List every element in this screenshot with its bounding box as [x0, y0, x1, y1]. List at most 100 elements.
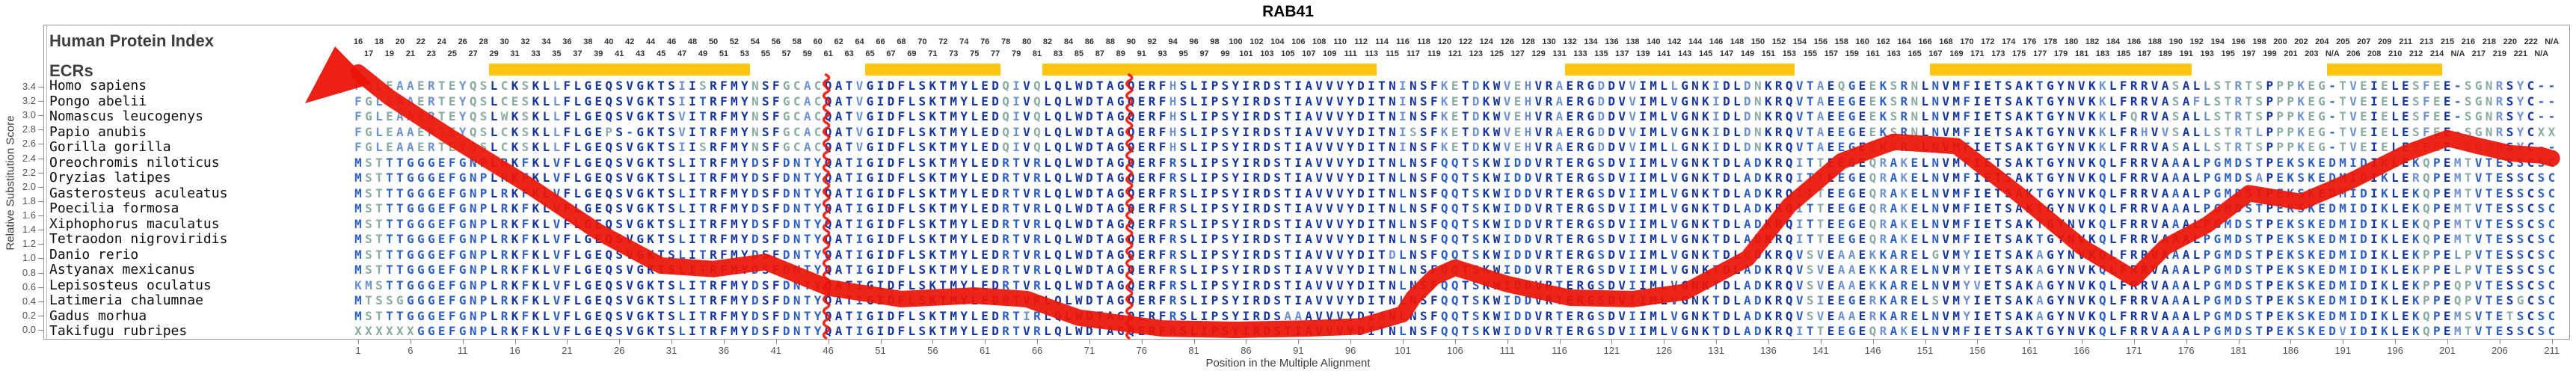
residue: P: [2203, 232, 2211, 246]
residue: K: [2098, 94, 2106, 108]
residue: Y: [2057, 324, 2065, 338]
residue: K: [647, 293, 654, 307]
ecr-bar[interactable]: [1042, 64, 1377, 76]
residue: T: [386, 308, 393, 323]
residue: P: [1211, 201, 1219, 215]
residue: L: [1660, 293, 1667, 307]
residue: L: [490, 124, 498, 139]
residue: N: [793, 171, 801, 185]
residue: Q: [824, 232, 832, 246]
residue: K: [1702, 293, 1709, 307]
residue: N: [751, 79, 759, 93]
ecr-bar[interactable]: [488, 64, 750, 76]
residue: Q: [1440, 171, 1448, 185]
residue: K: [2088, 94, 2096, 108]
residue: L: [971, 79, 978, 93]
residue: T: [1994, 124, 2002, 139]
residue: R: [2140, 216, 2148, 231]
residue: Q: [1002, 140, 1009, 154]
residue: L: [1660, 109, 1667, 123]
ecr-bar[interactable]: [864, 64, 1001, 76]
residue: E: [594, 308, 603, 323]
residue: Q: [1127, 308, 1135, 323]
residue: V: [626, 109, 633, 123]
residue: T: [845, 186, 853, 200]
residue: R: [1252, 140, 1261, 154]
residue: Y: [2057, 232, 2065, 246]
ecr-bar[interactable]: [1564, 64, 1795, 76]
residue: T: [845, 324, 853, 338]
residue: R: [1252, 216, 1261, 231]
residue: F: [2119, 324, 2127, 338]
residue: R: [2234, 109, 2243, 123]
ecr-bar[interactable]: [1930, 64, 2192, 76]
residue: T: [1284, 263, 1292, 277]
residue: K: [511, 247, 519, 262]
residue: F: [1158, 201, 1166, 215]
residue: K: [2287, 293, 2295, 307]
residue: E: [2443, 186, 2451, 200]
residue: N: [1691, 324, 1699, 338]
residue: A: [1848, 263, 1856, 277]
human-protein-index-number: 111: [1344, 49, 1357, 58]
residue: F: [2119, 278, 2127, 292]
residue: P: [2266, 293, 2274, 307]
residue: S: [2245, 324, 2253, 338]
y-tick-label: 0.8: [22, 266, 36, 278]
residue: E: [1827, 79, 1835, 93]
residue: R: [1002, 155, 1009, 170]
residue: G: [2474, 94, 2483, 108]
residue: L: [1733, 201, 1741, 215]
residue: S: [2213, 79, 2222, 93]
residue: Q: [1440, 324, 1448, 338]
residue: N: [2485, 140, 2493, 154]
residue: L: [2203, 109, 2211, 123]
residue: E: [1869, 124, 1877, 139]
residue: Q: [1127, 201, 1135, 215]
residue: F: [1158, 216, 1166, 231]
residue: E: [1827, 186, 1835, 200]
residue: S: [2506, 247, 2514, 262]
residue: H: [1169, 140, 1177, 154]
residue: R: [500, 247, 508, 262]
human-protein-index-number: 207: [2357, 37, 2371, 46]
residue: F: [354, 124, 362, 139]
residue: T: [657, 247, 665, 262]
residue: W: [1075, 155, 1083, 170]
residue: E: [1827, 308, 1835, 323]
residue: V: [2078, 263, 2085, 277]
residue: L: [574, 232, 582, 246]
ecr-bar[interactable]: [2327, 64, 2442, 76]
residue: K: [2308, 278, 2315, 292]
residue: N: [2068, 293, 2075, 307]
residue: V: [1618, 324, 1626, 338]
residue: K: [1482, 79, 1490, 93]
residue: E: [2443, 171, 2451, 185]
residue: R: [2140, 247, 2148, 262]
residue: M: [2224, 155, 2232, 170]
human-protein-index-number: 33: [531, 49, 541, 58]
residue: T: [1555, 216, 1564, 231]
residue: G: [416, 155, 425, 170]
human-protein-index-number: N/A: [2545, 37, 2560, 46]
residue: S: [2506, 293, 2514, 307]
residue: I: [1242, 94, 1250, 108]
residue: T: [2224, 109, 2232, 123]
residue: E: [1827, 124, 1835, 139]
residue: S: [2464, 124, 2472, 139]
residue: R: [1576, 171, 1584, 185]
residue: I: [1200, 171, 1208, 185]
residue: L: [574, 79, 582, 93]
residue: T: [2485, 247, 2493, 262]
residue: K: [2026, 109, 2033, 123]
residue: Q: [824, 308, 832, 323]
residue: V: [1942, 324, 1950, 338]
residue: G: [2318, 94, 2326, 108]
residue: D: [1263, 186, 1271, 200]
residue: V: [1336, 324, 1344, 338]
x-tick-label: 121: [1603, 345, 1620, 356]
residue: S: [2005, 109, 2012, 123]
residue: R: [2130, 293, 2138, 307]
human-protein-index-number: 117: [1407, 49, 1420, 58]
residue: M: [1650, 186, 1657, 200]
